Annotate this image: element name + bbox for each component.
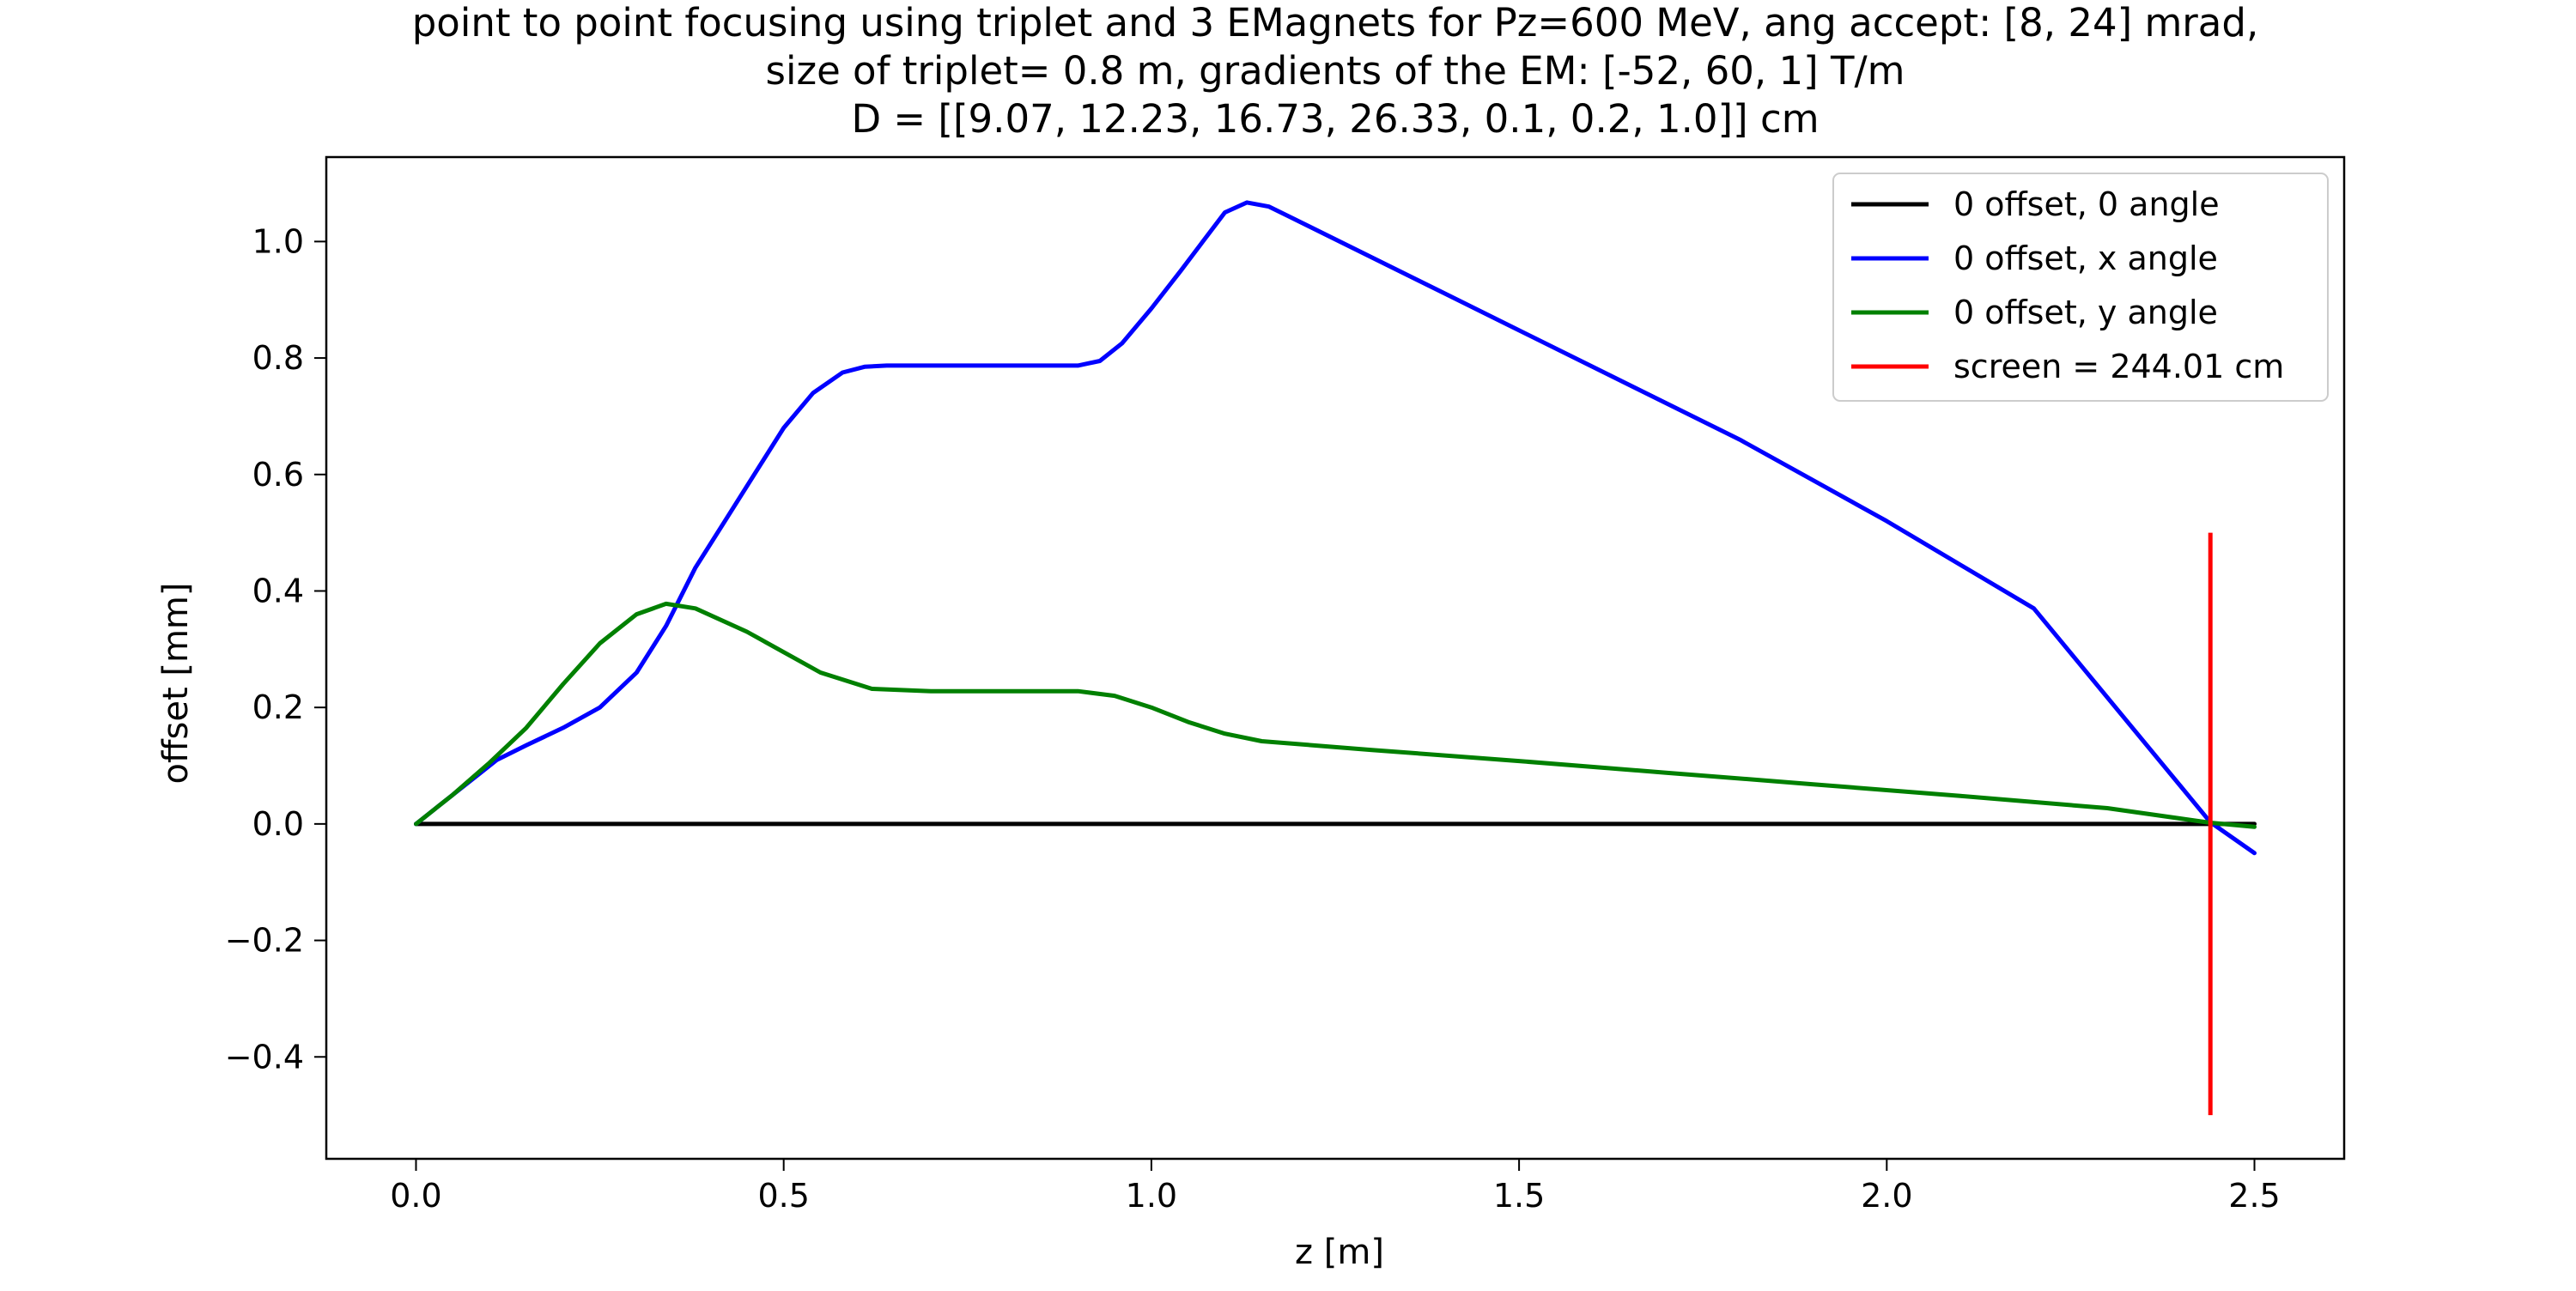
x-tick-label: 0.0 — [390, 1177, 441, 1215]
legend: 0 offset, 0 angle 0 offset, x angle 0 offs… — [1832, 173, 2329, 402]
series-lines — [414, 200, 2257, 1116]
legend-label: 0 offset, 0 angle — [1953, 185, 2220, 223]
y-tick-label: 1.0 — [252, 222, 304, 260]
x-axis-label: z [m] — [1295, 1233, 1384, 1272]
x-tick-label: 0.5 — [757, 1177, 809, 1215]
legend-box — [1832, 173, 2329, 402]
x-tick-label: 2.0 — [1861, 1177, 1912, 1215]
axes-frame — [325, 155, 2346, 1161]
y-tick-label: −0.2 — [225, 922, 304, 960]
legend-label: 0 offset, y angle — [1953, 294, 2218, 331]
legend-label: screen = 244.01 cm — [1953, 348, 2284, 385]
chart-title-line: size of triplet= 0.8 m, gradients of the… — [766, 48, 1905, 94]
x-tick-label: 2.5 — [2228, 1177, 2280, 1215]
x-tick-label: 1.5 — [1493, 1177, 1545, 1215]
plot-frame — [325, 155, 2346, 1161]
y-tick-label: 0.6 — [252, 456, 304, 494]
x-tick-label: 1.0 — [1126, 1177, 1177, 1215]
series-line-y-angle — [414, 601, 2257, 829]
y-tick-label: 0.8 — [252, 339, 304, 377]
y-tick-label: 0.2 — [252, 688, 304, 726]
y-tick-label: 0.4 — [252, 572, 304, 609]
legend-label: 0 offset, x angle — [1953, 239, 2218, 277]
y-tick-label: 0.0 — [252, 805, 304, 843]
axis-ticks: 0.0 0.5 1.0 1.5 2.0 2.5 −0.4 −0.2 0.0 0.2 0.4 0.6 0.… — [225, 222, 2281, 1215]
chart-title-line: D = [[9.07, 12.23, 16.73, 26.33, 0.1, 0.… — [851, 96, 1819, 142]
chart-title-line: point to point focusing using triplet an… — [412, 0, 2259, 45]
series-line-x-angle — [414, 200, 2257, 856]
y-axis-label: offset [mm] — [156, 582, 196, 784]
chart-title: point to point focusing using triplet an… — [412, 0, 2259, 142]
y-tick-label: −0.4 — [225, 1038, 304, 1076]
